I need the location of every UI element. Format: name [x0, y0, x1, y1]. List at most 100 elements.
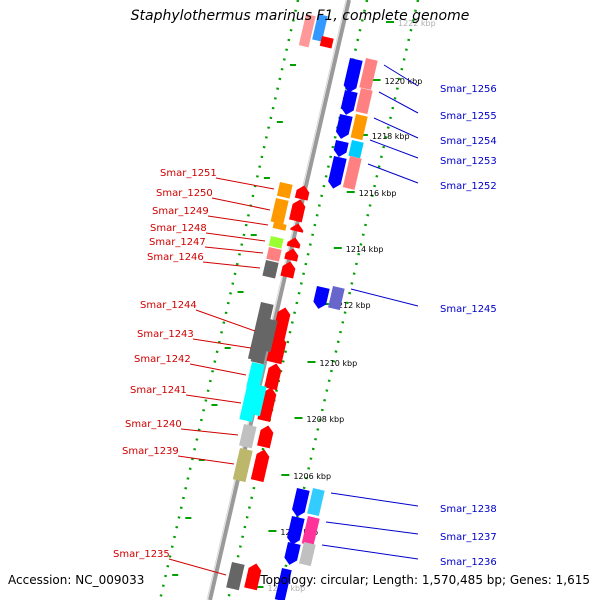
label-connector — [204, 246, 264, 254]
cog-block — [226, 561, 245, 591]
cds-arrow — [264, 363, 282, 391]
gene-label-smar_1247: Smar_1247 — [149, 237, 206, 248]
cog-block — [270, 197, 289, 225]
label-connector — [189, 363, 247, 376]
gene-label-smar_1243: Smar_1243 — [137, 329, 194, 340]
kbp-label: 1208 kbp — [307, 415, 345, 424]
label-connector — [321, 544, 419, 560]
cog-block — [247, 384, 267, 417]
map-title: Staphylothermus marinus F1, complete gen… — [130, 8, 470, 24]
label-connector — [373, 117, 419, 139]
gene-label-smar_1250: Smar_1250 — [156, 188, 213, 199]
kbp-label: 1214 kbp — [346, 245, 384, 254]
label-connector — [195, 309, 256, 332]
gene-label-smar_1249: Smar_1249 — [152, 206, 209, 217]
gene-label-smar_1245: Smar_1245 — [440, 304, 497, 315]
label-connector — [180, 428, 239, 436]
gene-label-smar_1244: Smar_1244 — [140, 300, 197, 311]
gene-label-smar_1248: Smar_1248 — [150, 223, 207, 234]
cog-block — [355, 87, 373, 115]
cds-arrow — [290, 223, 304, 233]
cds-arrow — [333, 140, 349, 158]
gene-label-smar_1255: Smar_1255 — [440, 111, 497, 122]
cog-block — [276, 181, 293, 199]
gene-label-smar_1237: Smar_1237 — [440, 532, 497, 543]
label-connector — [367, 163, 419, 184]
cog-block — [342, 155, 362, 190]
cog-block — [307, 488, 325, 517]
cds-arrow — [244, 563, 262, 591]
cds-arrow — [289, 199, 306, 223]
cog-block — [312, 13, 328, 42]
cog-block — [266, 246, 282, 262]
cds-arrow — [340, 90, 358, 115]
cog-block — [272, 221, 287, 231]
cds-arrow — [286, 237, 301, 249]
cds-arrow — [274, 568, 292, 600]
label-connector — [325, 521, 419, 535]
label-connector — [177, 455, 235, 465]
cog-block — [328, 286, 345, 311]
kbp-label: 1206 kbp — [293, 472, 331, 481]
label-connector — [192, 338, 252, 349]
kbp-label: 1220 kbp — [385, 77, 423, 86]
cds-arrow — [335, 114, 353, 139]
label-connector — [211, 197, 271, 211]
cog-block — [268, 235, 284, 249]
cog-block — [232, 448, 253, 483]
cog-block — [239, 424, 257, 449]
label-connector — [168, 558, 227, 576]
cds-arrow — [268, 335, 287, 365]
cog-block — [359, 58, 378, 90]
gene-label-smar_1251: Smar_1251 — [160, 168, 217, 179]
gene-label-smar_1256: Smar_1256 — [440, 84, 497, 95]
label-connector — [330, 492, 419, 507]
label-connector — [185, 394, 242, 404]
label-connector — [350, 288, 419, 307]
cog-block — [301, 516, 320, 546]
gene-label-smar_1242: Smar_1242 — [134, 354, 191, 365]
cog-block — [262, 260, 279, 279]
cds-arrow — [328, 156, 347, 189]
kbp-label: 1222 kbp — [398, 19, 436, 28]
kbp-label: 1212 kbp — [333, 301, 371, 310]
gene-label-smar_1239: Smar_1239 — [122, 446, 179, 457]
backbone-line — [208, 0, 351, 600]
gene-label-smar_1252: Smar_1252 — [440, 181, 497, 192]
kbp-label: 1218 kbp — [372, 132, 410, 141]
cds-arrow — [319, 36, 334, 49]
kbp-label: 1216 kbp — [359, 189, 397, 198]
accession-text: Accession: NC_009033 — [8, 573, 145, 587]
backbone-highlight — [206, 0, 347, 600]
gene-label-smar_1240: Smar_1240 — [125, 419, 182, 430]
label-connector — [205, 232, 266, 242]
cds-arrow — [284, 248, 299, 262]
cog-block — [350, 114, 368, 141]
cds-arrow — [284, 542, 301, 565]
cog-block — [299, 542, 316, 567]
cds-arrow — [257, 425, 274, 449]
cds-arrow — [280, 261, 296, 279]
cds-arrow — [343, 58, 363, 93]
cds-arrow — [294, 185, 310, 201]
gene-label-smar_1235: Smar_1235 — [113, 549, 170, 560]
gene-label-smar_1254: Smar_1254 — [440, 136, 497, 147]
gene-label-smar_1253: Smar_1253 — [440, 156, 497, 167]
cds-arrow — [292, 488, 310, 517]
label-connector — [207, 215, 269, 226]
label-connector — [215, 177, 275, 190]
cog-block — [257, 318, 278, 353]
label-connector — [202, 261, 261, 269]
cds-arrow — [257, 387, 277, 423]
kbp-label: 1210 kbp — [319, 359, 357, 368]
gene-label-smar_1238: Smar_1238 — [440, 504, 497, 515]
gene-label-smar_1241: Smar_1241 — [130, 385, 187, 396]
cog-block — [348, 140, 364, 159]
cds-arrow — [287, 516, 305, 545]
gene-label-smar_1236: Smar_1236 — [440, 557, 497, 568]
topology-text: Topology: circular; Length: 1,570,485 bp… — [260, 573, 590, 587]
cds-arrow — [250, 449, 270, 483]
label-connector — [369, 139, 419, 159]
cds-arrow — [313, 286, 330, 309]
